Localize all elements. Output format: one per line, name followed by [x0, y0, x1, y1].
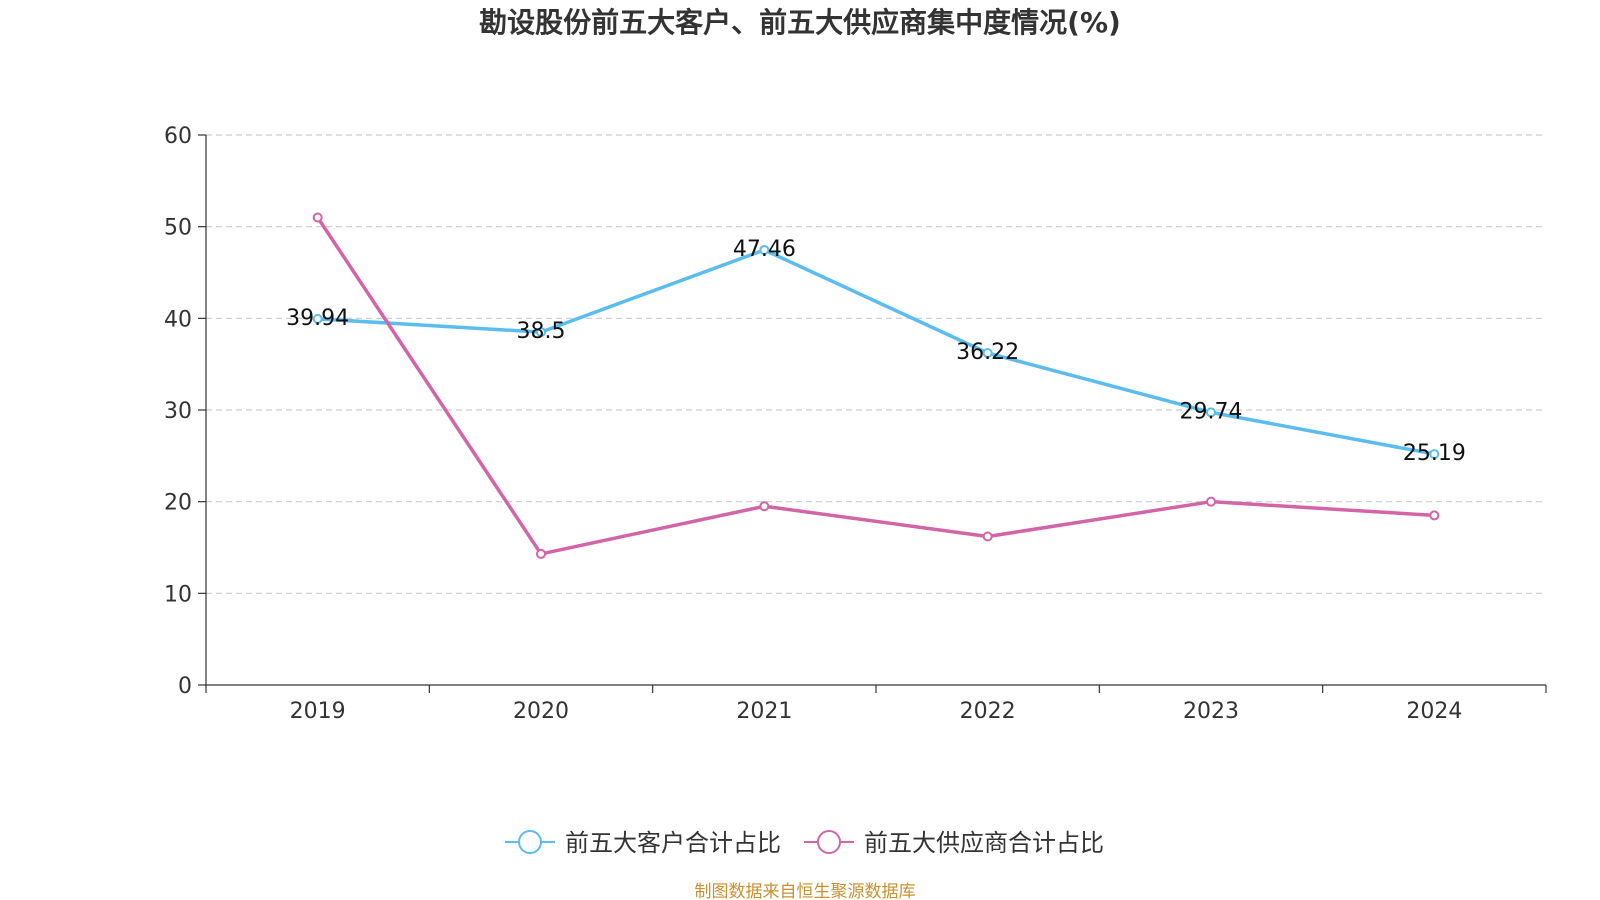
series-line-1 — [316, 216, 1435, 556]
data-point[interactable] — [759, 244, 770, 255]
data-label: 25.19 — [1403, 441, 1466, 466]
legend-item-suppliers[interactable]: 前五大供应商合计占比 — [804, 829, 1104, 857]
series-points — [312, 212, 1440, 559]
axes: 0 10 20 30 40 50 60 2019 2020 2021 2022 2023 2024 — [164, 124, 1547, 724]
x-tick-label: 2023 — [1183, 699, 1239, 724]
data-point[interactable] — [982, 347, 993, 358]
data-point[interactable] — [982, 531, 993, 542]
data-point[interactable] — [536, 327, 546, 338]
y-tick-label: 60 — [164, 124, 192, 149]
data-label: 39.94 — [286, 306, 349, 331]
y-tick-label: 20 — [164, 491, 192, 516]
data-label: 47.46 — [733, 237, 796, 262]
series-line-0 — [317, 248, 1435, 456]
y-tick-label: 10 — [164, 582, 192, 607]
data-point[interactable] — [759, 501, 770, 512]
x-tick-label: 2019 — [290, 699, 346, 724]
x-tick-label: 2022 — [960, 699, 1016, 724]
data-point[interactable] — [312, 212, 323, 223]
data-point[interactable] — [312, 313, 323, 324]
grid-lines — [206, 134, 1546, 594]
y-tick-label: 50 — [164, 216, 192, 241]
data-point[interactable] — [1206, 496, 1216, 507]
legend-marker-suppliers — [817, 830, 841, 854]
legend-item-customers[interactable]: 前五大客户合计占比 — [505, 829, 781, 857]
series-lines — [316, 216, 1435, 556]
data-point[interactable] — [1206, 407, 1216, 418]
data-label: 36.22 — [956, 340, 1019, 365]
data-labels: 39.94 38.5 47.46 36.22 29.74 25.19 — [286, 237, 1466, 466]
legend-marker-customers — [518, 830, 542, 854]
data-point[interactable] — [1429, 449, 1440, 460]
y-tick-label: 40 — [164, 307, 192, 332]
legend-label-suppliers: 前五大供应商合计占比 — [864, 829, 1104, 857]
x-tick-label: 2024 — [1406, 699, 1462, 724]
data-label: 38.5 — [517, 319, 566, 344]
data-point[interactable] — [1429, 510, 1440, 521]
x-tick-label: 2020 — [513, 699, 569, 724]
x-tick-label: 2021 — [736, 699, 792, 724]
y-tick-label: 30 — [164, 399, 192, 424]
data-label: 29.74 — [1180, 399, 1243, 424]
source-note: 制图数据来自恒生聚源数据库 — [695, 882, 916, 900]
legend-label-customers: 前五大客户合计占比 — [565, 829, 781, 857]
y-tick-label: 0 — [178, 674, 192, 699]
data-point[interactable] — [536, 548, 546, 559]
legend: 前五大客户合计占比 前五大供应商合计占比 — [505, 829, 1104, 857]
chart-title: 勘设股份前五大客户、前五大供应商集中度情况(%) — [479, 6, 1121, 39]
